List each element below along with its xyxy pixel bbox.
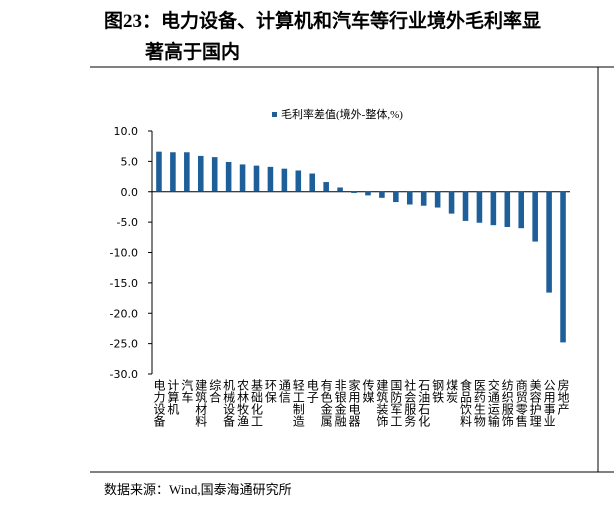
x-tick-label: 纺织服饰 (500, 379, 514, 427)
y-tick-label: -15.0 (110, 277, 138, 290)
x-tick-label: 机械设备 (222, 379, 236, 428)
bar (448, 191, 455, 214)
bar (379, 191, 385, 198)
bar (434, 191, 441, 208)
x-tick-label: 家用电器 (347, 378, 361, 428)
bar (393, 191, 399, 203)
x-tick-label: 美容护理 (528, 379, 542, 427)
y-tick-label: 0.0 (121, 186, 139, 199)
x-tick-label: 建筑装饰 (375, 379, 389, 427)
bar (420, 191, 427, 206)
bar (211, 157, 218, 192)
x-tick-label: 社会服务 (403, 378, 417, 427)
x-tick-label: 通信 (277, 379, 291, 404)
bar (295, 170, 302, 192)
bar (518, 191, 525, 229)
chart-title: 图23：电力设备、计算机和汽车等行业境外毛利率显 (104, 9, 541, 32)
x-tick-label: 煤炭 (445, 379, 459, 404)
x-tick-label: 综合 (208, 379, 222, 403)
bar (365, 191, 371, 196)
x-tick-label: 汽车 (180, 378, 194, 404)
y-tick-label: 10.0 (114, 125, 139, 138)
x-tick-label: 计算机 (166, 379, 180, 415)
x-tick-label: 房地产 (556, 378, 570, 416)
y-tick-label: -5.0 (117, 216, 138, 229)
y-tick-label: -10.0 (110, 247, 138, 260)
x-tick-label: 医药生物 (472, 379, 486, 427)
bar (281, 168, 288, 192)
bar (184, 152, 190, 192)
bar (323, 182, 329, 192)
bar (197, 155, 204, 192)
x-tick-label: 轻工制造 (291, 379, 305, 427)
bar (560, 191, 566, 343)
bar (351, 191, 357, 193)
bar (156, 151, 162, 192)
bar (406, 191, 413, 205)
x-tick-label: 建筑材料 (194, 379, 208, 427)
x-tick-label: 食品饮料 (459, 378, 473, 427)
x-tick-label: 有色金属 (319, 379, 333, 428)
x-tick-label: 国防军工 (389, 379, 403, 427)
x-tick-label: 钢铁 (431, 379, 445, 403)
x-tick-label: 商贸零售 (514, 378, 528, 427)
x-tick-label: 传媒 (361, 378, 375, 403)
x-tick-label: 农林牧渔 (236, 379, 250, 427)
x-tick-label: 石油石化 (417, 379, 431, 428)
x-tick-label: 环保 (263, 379, 277, 403)
bar (225, 161, 232, 192)
bar (532, 191, 538, 242)
bar (309, 173, 316, 192)
bar (267, 166, 274, 192)
x-tick-label: 电子 (305, 379, 319, 403)
x-tick-label: 非银金融 (333, 379, 347, 428)
bar (490, 191, 497, 226)
chart-title: 著高于国内 (145, 40, 240, 63)
bar (476, 191, 483, 223)
legend-label: 毛利率差值(境外-整体,%) (281, 107, 403, 121)
y-tick-label: -25.0 (110, 338, 138, 351)
bar (504, 191, 511, 227)
bar (170, 152, 176, 192)
bar (546, 191, 552, 293)
y-tick-label: -30.0 (110, 368, 138, 381)
x-tick-label: 公用事业 (542, 379, 556, 427)
y-tick-label: 5.0 (121, 155, 139, 168)
bar (239, 164, 246, 192)
bar (337, 187, 343, 192)
bar (462, 191, 469, 221)
x-tick-label: 交通运输 (486, 378, 500, 428)
x-tick-label: 基础化工 (250, 379, 264, 427)
y-tick-label: -20.0 (110, 307, 138, 320)
bar (253, 165, 260, 192)
source: 数据来源：Wind,国泰海通研究所 (104, 482, 292, 497)
x-tick-label: 电力设备 (152, 379, 166, 428)
legend-swatch (272, 112, 277, 117)
